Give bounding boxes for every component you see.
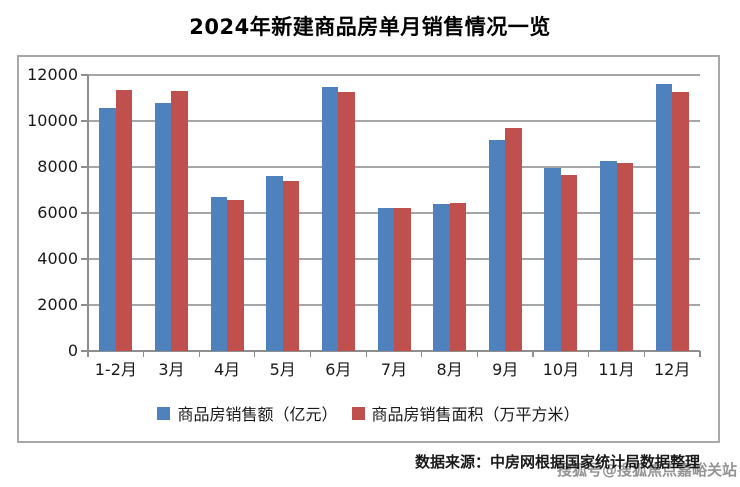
bar-商品房销售面积（万平方米）-10月 [560, 175, 578, 351]
bar-商品房销售额（亿元）-6月 [321, 87, 339, 351]
x-tick-label: 9月 [492, 360, 519, 379]
gridline-8000 [88, 166, 700, 168]
bar-商品房销售面积（万平方米）-3月 [171, 91, 188, 351]
gridline-10000 [88, 120, 700, 122]
y-axis-tick [81, 166, 88, 168]
bar-商品房销售额（亿元）-3月 [154, 102, 172, 351]
y-axis-tick [81, 304, 88, 306]
y-axis-tick [81, 258, 88, 260]
bar-商品房销售额（亿元）-10月 [544, 167, 561, 351]
bar-商品房销售面积（万平方米）-7月 [394, 207, 411, 351]
legend: 商品房销售额（亿元） 商品房销售面积（万平方米） [19, 401, 718, 425]
x-tick-label: 11月 [598, 360, 635, 379]
chart-frame: 0 2000 4000 6000 8000 10000 12000 1-2月 3月 4月 5月 6月 7… [17, 55, 720, 443]
y-tick-label: 2000 [37, 295, 78, 314]
x-axis-tick [643, 351, 645, 357]
x-tick-label: 12月 [653, 360, 691, 379]
x-axis-tick [365, 351, 367, 357]
y-tick-label: 4000 [37, 249, 78, 268]
bar-商品房销售面积（万平方米）-9月 [505, 128, 522, 351]
y-axis-tick [81, 212, 88, 214]
x-tick-label: 4月 [213, 360, 241, 379]
bar-商品房销售额（亿元）-8月 [433, 203, 450, 351]
y-tick-label: 12000 [27, 65, 78, 84]
x-axis-tick [87, 351, 89, 357]
y-tick-label: 8000 [37, 157, 78, 176]
bar-商品房销售额（亿元）-9月 [488, 140, 506, 351]
plot-area: 0 2000 4000 6000 8000 10000 12000 1-2月 3月 4月 5月 6月 7… [19, 57, 718, 441]
y-tick-label: 0 [67, 341, 78, 360]
data-source-text: 数据来源：中房网根据国家统计局数据整理 [414, 453, 700, 471]
legend-swatch-sales-area [351, 406, 365, 420]
x-axis-line [88, 350, 700, 352]
legend-item-sales-amount: 商品房销售额（亿元） [157, 401, 338, 425]
bar-商品房销售额（亿元）-5月 [266, 176, 283, 351]
x-tick-label: 6月 [325, 360, 352, 379]
x-axis-tick [588, 351, 590, 357]
bar-商品房销售面积（万平方米）-8月 [449, 202, 467, 351]
bar-商品房销售面积（万平方米）-11月 [616, 162, 634, 351]
bar-商品房销售额（亿元）-4月 [210, 196, 228, 351]
x-axis-tick [198, 351, 200, 357]
x-axis-tick [421, 351, 423, 357]
bar-商品房销售额（亿元）-7月 [377, 208, 394, 351]
x-tick-label: 10月 [542, 360, 580, 379]
gridline-12000 [88, 74, 700, 76]
x-tick-label: 5月 [269, 360, 296, 379]
watermark-text: 搜狐号@搜狐焦点嘉峪关站 [556, 461, 737, 479]
legend-label-sales-amount: 商品房销售额（亿元） [177, 405, 338, 424]
x-axis-tick [309, 351, 312, 357]
bar-商品房销售额（亿元）-11月 [600, 160, 617, 351]
bar-商品房销售面积（万平方米）-6月 [338, 91, 355, 351]
chart-title: 2024年新建商品房单月销售情况一览 [189, 15, 551, 39]
y-tick-label: 6000 [37, 203, 78, 222]
legend-label-sales-area: 商品房销售面积（万平方米） [371, 405, 580, 424]
y-axis-tick [81, 350, 88, 352]
y-axis-tick [81, 74, 88, 76]
x-tick-label: 1-2月 [94, 360, 137, 379]
x-tick-label: 7月 [380, 360, 408, 379]
legend-swatch-sales-amount [157, 406, 171, 420]
x-axis-tick [532, 351, 534, 357]
bar-商品房销售面积（万平方米）-4月 [227, 199, 244, 351]
x-axis-tick [254, 351, 256, 357]
y-axis-line [87, 75, 89, 357]
bar-商品房销售面积（万平方米）-1-2月 [115, 89, 133, 351]
y-tick-label: 10000 [27, 111, 78, 130]
x-tick-label: 8月 [436, 360, 463, 379]
x-axis-tick [476, 351, 479, 357]
bar-商品房销售额（亿元）-1-2月 [99, 107, 116, 351]
bar-商品房销售面积（万平方米）-5月 [282, 181, 300, 351]
x-tick-label: 3月 [158, 360, 185, 379]
y-axis-tick [81, 120, 88, 122]
legend-item-sales-area: 商品房销售面积（万平方米） [351, 401, 580, 425]
bar-商品房销售额（亿元）-12月 [655, 83, 673, 351]
bar-商品房销售面积（万平方米）-12月 [672, 91, 689, 351]
x-axis-tick [699, 351, 701, 357]
x-axis-tick [143, 351, 145, 357]
